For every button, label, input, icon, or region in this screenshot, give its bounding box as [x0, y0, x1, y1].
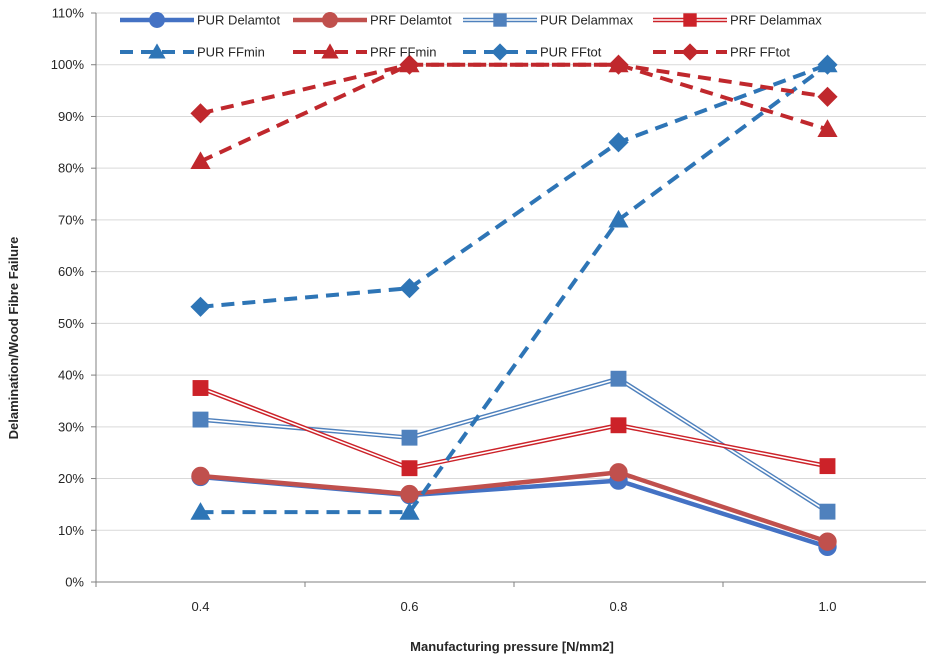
y-tick-label: 30% — [58, 419, 84, 434]
y-tick-label: 80% — [58, 161, 84, 176]
legend-item-pur-ffmin: PUR FFmin — [120, 43, 265, 60]
series-prf-delamtot — [191, 463, 837, 551]
data-point — [609, 463, 628, 482]
data-point — [148, 43, 166, 59]
legend-label: PUR Delammax — [540, 13, 634, 28]
y-tick-label: 10% — [58, 523, 84, 538]
data-point — [683, 13, 697, 27]
legend-item-prf-delamtot: PRF Delamtot — [293, 12, 452, 28]
y-tick-label: 110% — [52, 6, 85, 21]
data-point — [608, 54, 629, 75]
data-point — [610, 417, 627, 434]
data-point — [399, 278, 420, 299]
data-point — [190, 103, 211, 124]
data-point — [400, 484, 419, 504]
data-point — [401, 429, 418, 446]
prf-delammax-line-inner — [200, 387, 828, 469]
data-point — [817, 86, 838, 107]
x-axis-title: Manufacturing pressure [N/mm2] — [410, 639, 614, 654]
gridlines — [96, 12, 926, 531]
legend-item-pur-fftot: PUR FFtot — [463, 43, 602, 61]
data-point — [818, 532, 837, 551]
legend-label: PUR Delamtot — [197, 13, 280, 28]
data-point — [149, 12, 165, 28]
data-point — [608, 209, 629, 228]
legend-label: PRF FFmin — [370, 45, 436, 60]
legend-item-pur-delammax: PUR Delammax — [463, 13, 634, 28]
x-tick-label: 0.4 — [191, 599, 209, 614]
series-pur-fftot — [190, 54, 838, 317]
data-point — [190, 151, 211, 170]
series-prf-ffmin — [190, 54, 838, 170]
legend-label: PUR FFtot — [540, 45, 602, 60]
data-point — [191, 466, 210, 486]
y-tick-label: 20% — [58, 471, 84, 486]
prf-ffmin-line — [199, 62, 829, 164]
legend-item-prf-ffmin: PRF FFmin — [293, 43, 436, 60]
data-point — [819, 503, 836, 520]
y-axis-title: Delamination/Wood Fibre Failure — [6, 237, 21, 440]
data-point — [493, 13, 507, 27]
y-tick-label: 90% — [58, 109, 84, 124]
data-point — [192, 411, 209, 428]
axes — [91, 12, 926, 587]
pur-ffmin-line — [200, 63, 829, 515]
y-tick-label: 70% — [58, 212, 84, 227]
y-tick-label: 50% — [58, 316, 84, 331]
pur-fftot-line — [200, 62, 829, 309]
y-tick-label: 0% — [65, 575, 84, 590]
data-point — [608, 132, 629, 153]
data-point — [817, 119, 838, 137]
data-point — [399, 54, 420, 75]
series-group — [190, 54, 838, 557]
data-point — [491, 43, 509, 61]
x-tick-labels: 0.4 0.6 0.8 1.0 — [191, 599, 836, 614]
legend-item-pur-delamtot: PUR Delamtot — [120, 12, 280, 28]
data-point — [322, 12, 338, 28]
legend: PUR Delamtot PRF Delamtot PUR Delammax PRF … — [120, 12, 822, 61]
series-prf-fftot — [190, 54, 838, 124]
data-point — [399, 502, 420, 520]
data-point — [819, 458, 836, 475]
data-point — [192, 380, 209, 396]
prf-delamtot-line — [200, 470, 829, 544]
data-point — [681, 43, 699, 61]
data-point — [610, 370, 627, 387]
x-tick-label: 0.6 — [400, 599, 418, 614]
data-point — [401, 460, 418, 477]
y-tick-labels: 0% 10% 20% 30% 40% 50% 60% 70% 80% 90% 100% 110% — [51, 6, 85, 590]
y-tick-label: 60% — [58, 264, 84, 279]
legend-label: PRF Delammax — [730, 13, 822, 28]
y-tick-label: 40% — [58, 368, 84, 383]
data-point — [817, 54, 838, 75]
legend-item-prf-fftot: PRF FFtot — [653, 43, 790, 61]
x-tick-label: 1.0 — [818, 599, 836, 614]
prf-fftot-line — [200, 62, 828, 116]
y-tick-label: 100% — [51, 57, 85, 72]
legend-label: PUR FFmin — [197, 45, 265, 60]
legend-item-prf-delammax: PRF Delammax — [653, 13, 822, 28]
series-prf-delammax — [192, 380, 836, 477]
data-point — [190, 296, 211, 317]
data-point — [190, 502, 211, 520]
data-point — [321, 43, 339, 59]
legend-label: PRF Delamtot — [370, 13, 452, 28]
x-tick-label: 0.8 — [609, 599, 627, 614]
legend-label: PRF FFtot — [730, 45, 790, 60]
